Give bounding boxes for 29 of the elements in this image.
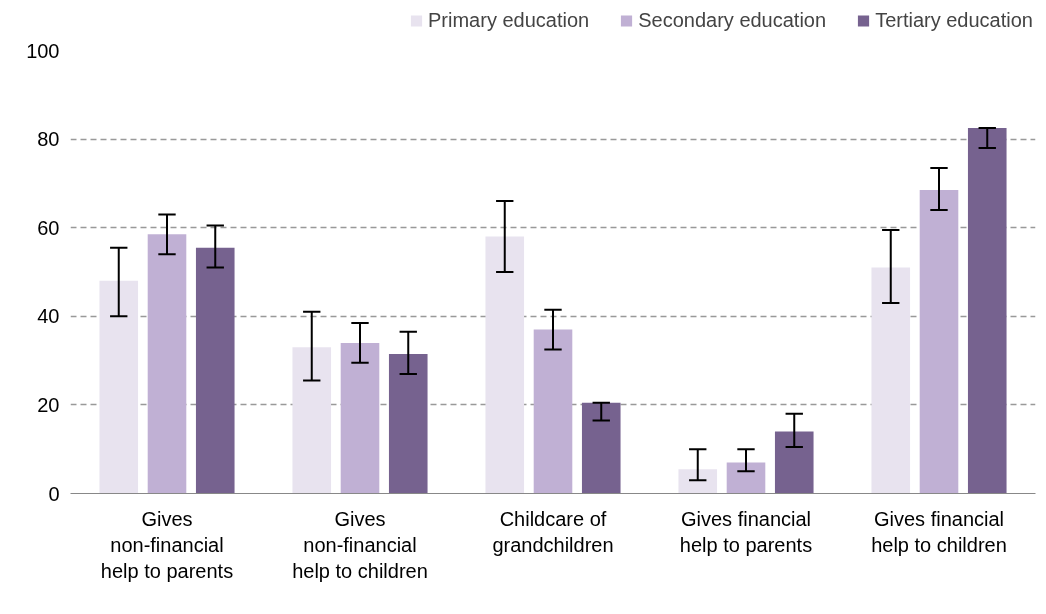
- bar: [388, 353, 428, 494]
- x-tick-label: Gives non-financial help to children: [292, 507, 428, 583]
- x-tick-label: Childcare of grandchildren: [492, 507, 614, 556]
- legend-label: Secondary education: [638, 8, 827, 32]
- bar: [340, 342, 380, 494]
- y-tick-label: 60: [37, 216, 60, 239]
- bar: [581, 402, 621, 494]
- bar: [871, 267, 911, 494]
- bar: [99, 280, 139, 494]
- y-tick-label: 20: [37, 393, 60, 416]
- bar: [967, 128, 1007, 494]
- legend-label: Tertiary education: [875, 8, 1033, 32]
- bar: [292, 347, 332, 494]
- y-tick-label: 40: [37, 305, 60, 328]
- bar: [147, 234, 187, 494]
- y-tick-label: 0: [48, 482, 60, 505]
- bar: [195, 247, 235, 494]
- bar: [774, 431, 814, 494]
- x-tick-label: Gives financial help to children: [871, 507, 1007, 556]
- y-tick-label: 80: [37, 128, 60, 151]
- y-tick-label: 100: [26, 39, 60, 62]
- bar: [678, 469, 718, 494]
- bar: [726, 462, 766, 494]
- x-tick-label: Gives non-financial help to parents: [100, 507, 234, 583]
- legend-label: Primary education: [428, 8, 590, 32]
- x-tick-label: Gives financial help to parents: [679, 507, 813, 556]
- bar: [919, 190, 959, 494]
- bar: [533, 329, 573, 494]
- bar: [485, 236, 525, 494]
